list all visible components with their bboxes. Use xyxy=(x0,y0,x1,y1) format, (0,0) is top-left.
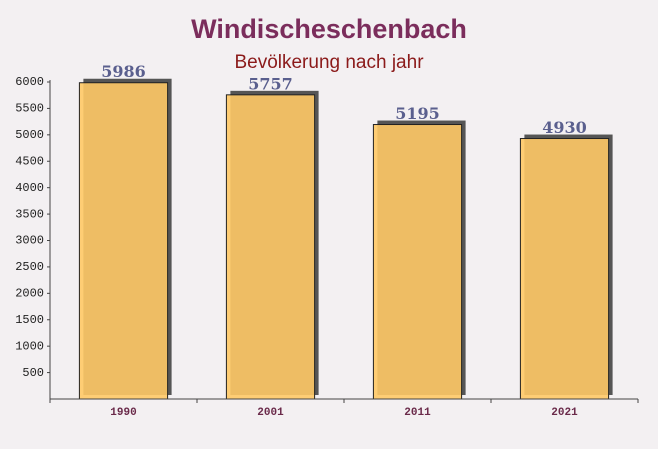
x-tick-label: 2011 xyxy=(404,407,431,419)
y-tick-label: 3000 xyxy=(15,234,44,248)
bar xyxy=(78,82,169,400)
y-tick-label: 2000 xyxy=(15,287,44,301)
chart-title: Windischeschenbach xyxy=(191,14,467,44)
y-tick-label: 1500 xyxy=(15,313,44,327)
y-tick-label: 1000 xyxy=(15,339,44,353)
x-tick-label: 2021 xyxy=(551,407,578,419)
y-tick-label: 2500 xyxy=(15,260,44,274)
value-label: 4930 xyxy=(542,118,587,137)
chart-subtitle: Bevölkerung nach jahr xyxy=(234,52,424,73)
y-tick-label: 5000 xyxy=(15,128,44,142)
y-tick-label: 5500 xyxy=(15,102,44,116)
x-tick-label: 2001 xyxy=(257,407,284,419)
value-label: 5757 xyxy=(248,74,293,93)
value-label: 5986 xyxy=(101,62,146,81)
y-tick-label: 4500 xyxy=(15,154,44,168)
x-tick-label: 1990 xyxy=(110,407,136,419)
y-tick-label: 500 xyxy=(22,366,44,380)
bar xyxy=(519,138,610,400)
y-tick-label: 6000 xyxy=(15,75,44,89)
bar xyxy=(372,124,463,400)
y-tick-label: 4000 xyxy=(15,181,44,195)
y-tick-label: 3500 xyxy=(15,207,44,221)
value-label: 5195 xyxy=(395,104,440,123)
bar xyxy=(225,94,316,400)
